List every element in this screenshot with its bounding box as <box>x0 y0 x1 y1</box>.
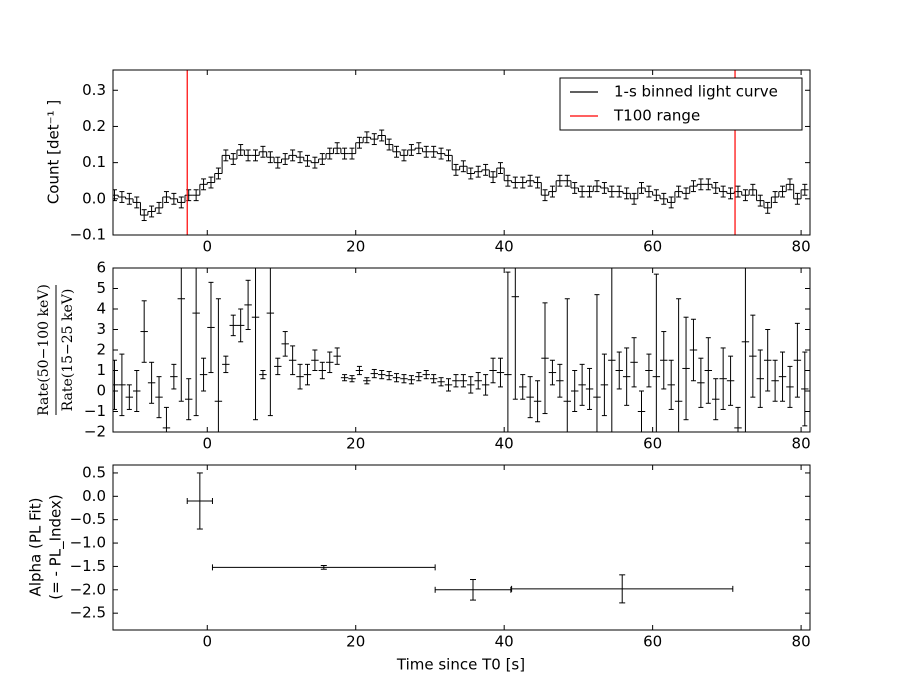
y-axis-label: Alpha (PL Fit) <box>27 498 45 597</box>
x-tick-label: 60 <box>643 435 662 453</box>
y-tick-label: −0.5 <box>70 510 106 528</box>
y-tick-label: 1 <box>96 361 106 379</box>
x-tick-label: 80 <box>792 435 811 453</box>
y-tick-label: −0.1 <box>70 226 106 244</box>
x-axis-label: Time since T0 [s] <box>396 656 525 674</box>
y-tick-label: 0.5 <box>82 463 106 481</box>
plot-area <box>113 70 809 235</box>
y-tick-label: −1.0 <box>70 534 106 552</box>
y-tick-label: −2.5 <box>70 604 106 622</box>
legend-label: T100 range <box>613 107 700 125</box>
x-tick-label: 0 <box>202 633 212 651</box>
x-tick-label: 20 <box>346 633 365 651</box>
y-tick-label: 0.1 <box>82 153 106 171</box>
y-tick-label: −1 <box>84 402 106 420</box>
y-tick-label: 0.0 <box>82 189 106 207</box>
y-tick-label: 3 <box>96 320 106 338</box>
y-axis-label-denominator: Rate(15−25 keV) <box>60 289 76 412</box>
legend-box <box>559 77 803 131</box>
x-tick-label: 0 <box>202 435 212 453</box>
y-tick-label: −2.0 <box>70 580 106 598</box>
x-tick-label: 40 <box>495 238 514 256</box>
x-tick-label: 40 <box>495 435 514 453</box>
y-tick-label: 6 <box>96 259 106 277</box>
y-tick-label: 4 <box>96 300 106 318</box>
y-tick-label: −1.5 <box>70 557 106 575</box>
y-tick-label: 0.3 <box>82 81 106 99</box>
axes-frame <box>112 69 811 236</box>
x-tick-label: 80 <box>792 633 811 651</box>
x-tick-label: 60 <box>643 238 662 256</box>
y-axis-label-numerator: Rate(50−100 keV) <box>36 284 52 416</box>
y-axis-label: Count [det⁻¹ ] <box>45 100 63 204</box>
y-tick-label: 0.2 <box>82 117 106 135</box>
x-tick-label: 40 <box>495 633 514 651</box>
x-tick-label: 80 <box>792 238 811 256</box>
y-tick-label: 2 <box>96 341 106 359</box>
x-tick-label: 60 <box>643 633 662 651</box>
plot-area <box>113 268 809 432</box>
legend-label: 1-s binned light curve <box>614 83 778 101</box>
x-tick-label: 20 <box>346 435 365 453</box>
y-tick-label: 5 <box>96 279 106 297</box>
y-tick-label: 0.0 <box>82 487 106 505</box>
y-tick-label: −2 <box>84 423 106 441</box>
plot-area <box>186 472 734 604</box>
x-tick-label: 0 <box>202 238 212 256</box>
axes-frame <box>112 464 811 631</box>
x-tick-label: 20 <box>346 238 365 256</box>
y-axis-label: (= - PL_Index) <box>47 494 66 599</box>
y-tick-label: 0 <box>96 382 106 400</box>
